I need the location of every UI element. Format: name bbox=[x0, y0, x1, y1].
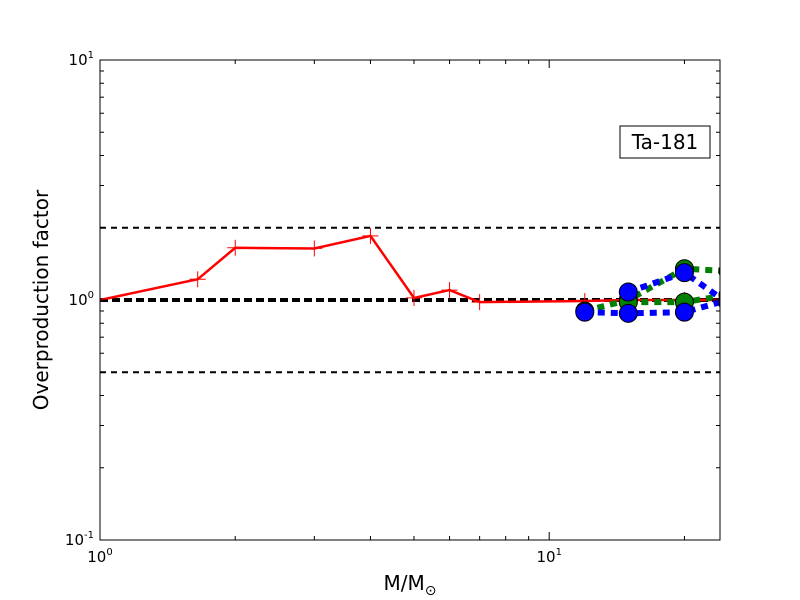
data-point bbox=[441, 282, 458, 299]
annotation-box: Ta-181 bbox=[619, 125, 711, 159]
data-point bbox=[471, 294, 488, 311]
annotation-label: Ta-181 bbox=[631, 130, 699, 154]
data-point bbox=[718, 297, 720, 309]
data-point bbox=[618, 303, 638, 323]
data-point bbox=[674, 263, 694, 283]
series-4 bbox=[618, 263, 720, 309]
data-point bbox=[718, 294, 720, 306]
series-line-3 bbox=[584, 299, 720, 317]
data-point bbox=[227, 239, 244, 256]
sun-symbol: ⊙ bbox=[425, 583, 437, 599]
y-tick-label-2: 101 bbox=[69, 50, 94, 69]
series-layer bbox=[100, 227, 720, 323]
data-point bbox=[575, 302, 595, 322]
series-3 bbox=[575, 294, 720, 323]
y-tick-label-0: 10-1 bbox=[65, 530, 94, 549]
x-axis-label: M/M⊙ bbox=[384, 571, 437, 599]
y-axis-label: Overproduction factor bbox=[29, 189, 53, 410]
data-point bbox=[718, 265, 720, 277]
data-point bbox=[674, 302, 694, 322]
series-line-1 bbox=[584, 265, 720, 314]
data-point bbox=[362, 227, 379, 244]
x-tick-label-0: 100 bbox=[87, 547, 112, 566]
x-tick-label-1: 101 bbox=[536, 547, 561, 566]
data-point bbox=[618, 282, 638, 302]
y-tick-label-1: 100 bbox=[69, 290, 94, 309]
data-point bbox=[189, 271, 206, 288]
data-point bbox=[306, 240, 323, 257]
data-point bbox=[719, 299, 720, 301]
data-point bbox=[718, 289, 720, 301]
x-axis-label-text: M/M bbox=[384, 571, 425, 595]
data-point bbox=[405, 289, 422, 306]
series-line-4 bbox=[627, 269, 720, 302]
